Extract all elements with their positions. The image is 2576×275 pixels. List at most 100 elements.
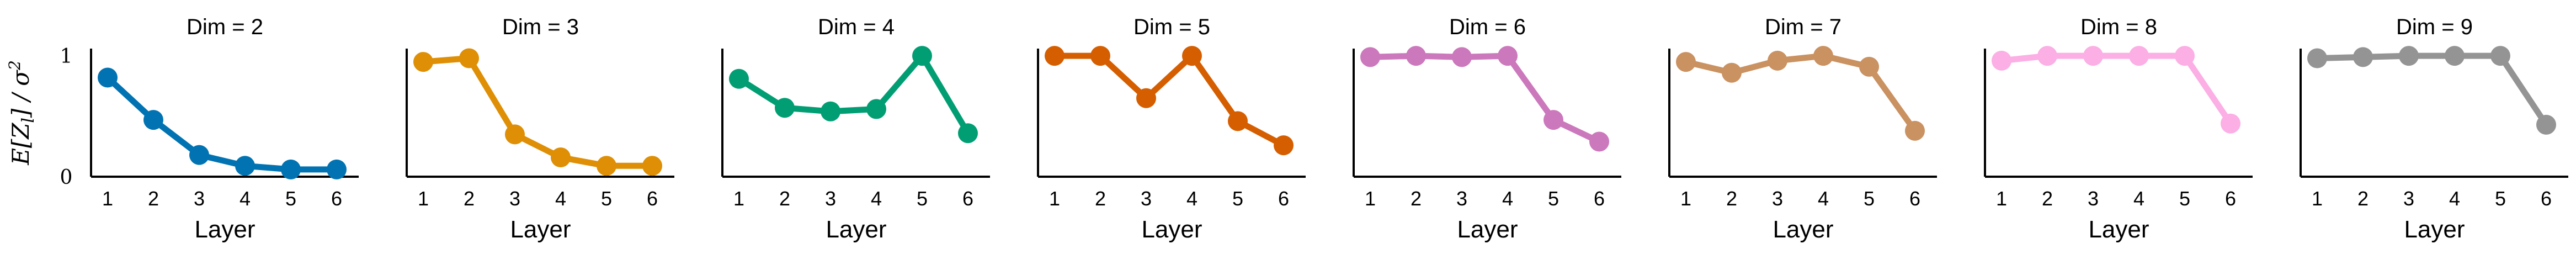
x-tick-label: 6 <box>2541 187 2552 210</box>
x-tick-label: 1 <box>102 187 113 210</box>
data-point <box>143 110 163 130</box>
data-point <box>1905 120 1925 141</box>
y-tick-label: 1 <box>60 45 73 68</box>
data-point <box>1360 47 1380 67</box>
data-point <box>1452 47 1472 67</box>
data-point <box>1090 46 1110 66</box>
x-tick-label: 1 <box>1365 187 1376 210</box>
data-point <box>2129 46 2149 66</box>
x-tick-label: 6 <box>647 187 658 210</box>
data-point <box>1136 88 1156 108</box>
subplot-title: Dim = 6 <box>1449 15 1526 39</box>
series-line <box>1683 52 1918 134</box>
subplot-dim-2: Dim = 2 1 2 3 4 5 6 0 1 Layer <box>60 15 359 243</box>
x-tick-label: 5 <box>285 187 296 210</box>
data-point <box>235 156 255 176</box>
subplot-title: Dim = 7 <box>1765 15 1841 39</box>
series-line <box>736 52 971 136</box>
data-point <box>1182 46 1202 66</box>
x-axis-label: Layer <box>1141 216 1202 243</box>
data-point <box>1406 46 1426 66</box>
x-tick-label: 3 <box>825 187 836 210</box>
data-point <box>1992 50 2011 71</box>
x-tick-label: 3 <box>2403 187 2414 210</box>
x-tick-label: 2 <box>1726 187 1737 210</box>
y-tick-label: 0 <box>60 166 73 189</box>
data-point <box>2083 46 2103 66</box>
x-tick-label: 6 <box>331 187 342 210</box>
subplot-title: Dim = 4 <box>818 15 895 39</box>
data-point <box>2175 46 2195 66</box>
x-tick-label: 4 <box>1186 187 1197 210</box>
data-point <box>1544 110 1563 130</box>
x-axis-label: Layer <box>194 216 255 243</box>
data-point <box>958 123 978 144</box>
series-line <box>1998 52 2234 127</box>
x-tick-label: 1 <box>1996 187 2007 210</box>
data-point <box>1498 46 1518 66</box>
x-tick-label: 6 <box>1909 187 1920 210</box>
x-tick-label: 2 <box>464 187 475 210</box>
x-tick-label: 2 <box>2357 187 2369 210</box>
x-tick-label: 4 <box>239 187 251 210</box>
subplot-dim-3: Dim = 3 1 2 3 4 5 6 Layer <box>406 15 674 243</box>
subplot-title: Dim = 5 <box>1133 15 1210 39</box>
x-tick-label: 3 <box>194 187 205 210</box>
y-axis-label-text: E[Zl] / σ2 <box>6 60 38 166</box>
x-tick-label: 2 <box>1095 187 1106 210</box>
x-tick-label: 4 <box>2449 187 2460 210</box>
data-point <box>1768 50 1787 71</box>
subplot-dim-6: Dim = 6 1 2 3 4 5 6 Layer <box>1353 15 1621 243</box>
subplot-dim-9: Dim = 9 1 2 3 4 5 6 Layer <box>2300 15 2568 243</box>
series-line <box>2314 52 2550 128</box>
x-axis-label: Layer <box>826 216 886 243</box>
series-line <box>1367 52 1603 145</box>
x-tick-label: 6 <box>2225 187 2236 210</box>
x-axis-label: Layer <box>2088 216 2149 243</box>
x-tick-label: 5 <box>1232 187 1243 210</box>
series-line <box>420 55 656 169</box>
data-point <box>597 156 616 176</box>
data-point <box>2221 113 2240 134</box>
data-point <box>1722 62 1742 83</box>
x-tick-label: 1 <box>1680 187 1691 210</box>
x-tick-label: 2 <box>148 187 159 210</box>
data-point <box>2353 47 2373 67</box>
data-point <box>912 46 932 66</box>
data-point <box>2445 46 2465 66</box>
data-point <box>1813 46 1833 66</box>
data-point <box>2490 46 2510 66</box>
subplot-title: Dim = 9 <box>2396 15 2473 39</box>
x-tick-label: 5 <box>2495 187 2506 210</box>
data-point <box>1859 56 1879 77</box>
x-tick-label: 3 <box>1141 187 1152 210</box>
x-tick-label: 3 <box>1772 187 1783 210</box>
data-point <box>2536 114 2556 135</box>
data-point <box>459 48 479 68</box>
subplot-title: Dim = 2 <box>187 15 263 39</box>
x-tick-label: 6 <box>1594 187 1605 210</box>
data-point <box>2399 46 2419 66</box>
x-tick-label: 5 <box>917 187 928 210</box>
x-tick-label: 3 <box>2088 187 2099 210</box>
data-point <box>327 159 347 179</box>
x-tick-label: 1 <box>733 187 744 210</box>
data-point <box>98 67 118 88</box>
x-tick-label: 5 <box>2179 187 2190 210</box>
data-point <box>1045 46 1065 66</box>
x-tick-label: 5 <box>1864 187 1875 210</box>
data-point <box>2307 48 2327 68</box>
subplot-title: Dim = 8 <box>2080 15 2157 39</box>
x-tick-label: 4 <box>1818 187 1829 210</box>
subplot-dim-5: Dim = 5 1 2 3 4 5 6 Layer <box>1037 15 1306 243</box>
series-line <box>104 75 340 173</box>
x-tick-label: 3 <box>1456 187 1467 210</box>
x-tick-label: 1 <box>2312 187 2323 210</box>
x-tick-label: 5 <box>1548 187 1559 210</box>
data-point <box>189 145 209 165</box>
data-point <box>775 98 795 118</box>
subplot-dim-4: Dim = 4 1 2 3 4 5 6 Layer <box>721 15 990 243</box>
x-tick-label: 6 <box>962 187 973 210</box>
data-point <box>642 156 662 176</box>
